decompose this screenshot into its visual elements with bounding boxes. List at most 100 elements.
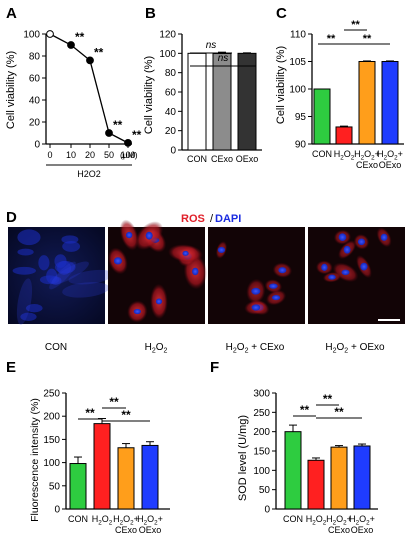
sig-label-b-2: ns [218,53,229,64]
ylabel-e: Fluorescence intensity (%) [29,398,41,522]
f-ytick-label: 250 [253,408,270,419]
a-data-point [105,129,113,137]
e-xtick-label: OExo [139,525,162,535]
e-ytick-label: 150 [43,435,60,446]
b-ytick-label: 40 [165,107,177,118]
bar-f-2 [330,446,348,510]
c-ytick-label: 110 [290,30,306,41]
f-ytick-label: 150 [253,447,270,458]
a-xtick-label: 50 [104,150,114,160]
image-label-con: CON [45,342,67,353]
nucleus-stain [182,250,189,256]
f-ytick-label: 300 [253,389,270,400]
f-ytick-label: 200 [253,427,270,438]
nucleus-stain [39,275,60,285]
f-xtick-label: H2O2​+ [349,514,375,526]
image-label-h2o2: H2O2​ [145,342,168,355]
nucleus-stain [145,231,153,240]
c-xtick-label: CON [312,149,332,159]
cell-stain [49,261,76,290]
image-label-h2o2-oexo: H2O2​ + OExo [325,342,385,355]
ylabel-c: Cell viability (%) [275,46,287,124]
cell-stain [68,269,114,285]
nucleus-stain [360,262,368,271]
e-xtick-label: CON [68,514,88,524]
b-ytick-label: 20 [165,126,177,137]
nucleus-stain [271,295,281,301]
nucleus-stain [343,245,351,254]
c-xtick-label: H2O2​ [334,149,355,161]
bar-f-0 [284,431,302,510]
a-xtick-label: 10 [66,150,76,160]
nucleus-stain [328,274,336,280]
b-ytick-label: 80 [165,68,177,79]
panel-label-f: F [210,359,219,376]
nucleus-stain [113,257,122,265]
stain-dapi: DAPI [215,213,241,225]
panel-label-d: D [6,209,17,226]
bar-c-3 [381,61,399,145]
nucleus-stain [321,263,328,271]
c-ytick-label: 95 [295,112,307,123]
nucleus-stain [251,287,261,295]
sig-label-b-1: ns [206,40,217,51]
a-ytick-label: 100 [23,30,40,41]
panel-label-b: B [145,5,156,22]
e-sig-label: ** [85,406,95,420]
b-ytick-label: 100 [159,49,176,60]
nucleus-stain [17,248,34,256]
bar-e-1 [93,423,111,510]
cell-stain [51,261,89,285]
bar-b-1 [212,53,232,151]
f-ytick-label: 0 [264,505,270,516]
bar-c-0 [313,88,331,145]
micrograph-panel-d: ROS / DAPI CON H2O2​ H2O2​ + CExo H2O2​ … [8,213,405,355]
x-unit-a: (μM) [120,150,138,160]
xlabel-a: H2O2 [77,169,101,179]
bar-f-1 [307,459,325,510]
bar-b-0 [187,52,207,151]
b-ytick-label: 0 [170,146,176,157]
nucleus-stain [155,298,163,305]
f-sig-label: ** [334,405,344,419]
e-xtick-label: H2O2​+ [137,514,163,526]
c-xtick-label: OExo [379,160,402,170]
e-sig-label: ** [109,395,119,409]
f-xtick-label: CExo [328,525,350,535]
ylabel-a: Cell viability (%) [5,51,17,129]
nucleus-stain [357,238,366,246]
bar-e-0 [69,463,87,510]
b-xtick-label: OExo [236,154,259,164]
a-ytick-label: 80 [29,52,41,63]
e-xtick-label: CExo [115,525,137,535]
nucleus-stain [338,233,347,242]
c-ytick-label: 105 [289,57,306,68]
a-data-point [124,139,132,147]
a-sig-label: ** [113,118,123,132]
c-xtick-label: CExo [356,160,378,170]
chart-panel-a: Cell viability (%) 0 20 40 60 80 100 0 10 20 50 1… [5,30,142,180]
nucleus-stain [269,283,278,289]
a-xtick-label: 0 [47,150,52,160]
bar-c-1 [335,126,353,145]
c-ytick-label: 100 [289,85,306,96]
cell-stain [62,282,110,298]
nucleus-stain [20,312,37,321]
ylabel-b: Cell viability (%) [143,56,155,134]
nucleus-stain [126,231,133,239]
f-xtick-label: OExo [351,525,374,535]
a-data-point [86,56,94,65]
e-sig-label: ** [121,408,131,422]
bar-c-2 [358,61,376,145]
f-xtick-label: H2O2​+ [326,514,352,526]
nucleus-stain [62,240,81,252]
c-xtick-label: H2O2​+ [377,149,403,161]
c-sig-label: ** [327,33,336,45]
panel-label-c: C [276,5,287,22]
bar-e-3 [141,444,159,510]
bar-e-2 [117,447,135,510]
b-ytick-label: 60 [165,88,177,99]
nucleus-stain [17,229,41,246]
